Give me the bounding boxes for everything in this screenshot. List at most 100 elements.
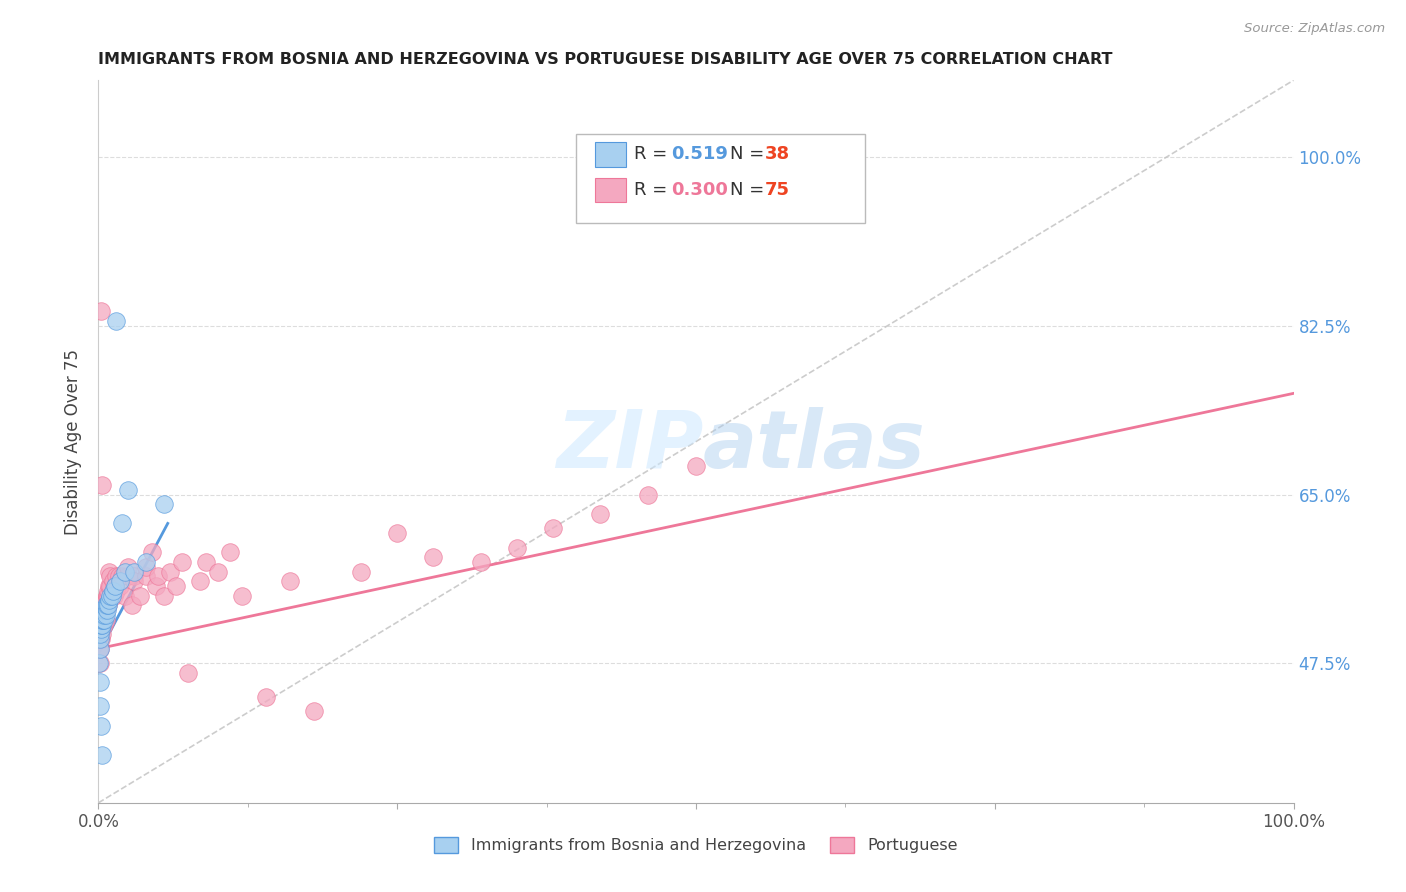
Point xyxy=(89,632,111,646)
Point xyxy=(89,641,111,656)
Point xyxy=(111,516,134,531)
Point xyxy=(91,747,114,762)
Text: R =: R = xyxy=(634,145,673,163)
Point xyxy=(98,569,122,583)
Point xyxy=(91,478,114,492)
Point xyxy=(89,656,111,670)
Point xyxy=(91,613,114,627)
Point xyxy=(124,574,146,589)
Point xyxy=(105,569,128,583)
Point xyxy=(90,623,112,637)
Point xyxy=(98,579,122,593)
Point xyxy=(506,541,529,555)
Point xyxy=(90,613,112,627)
Point xyxy=(135,569,157,583)
Point xyxy=(177,665,200,680)
Point xyxy=(278,574,301,589)
Point xyxy=(117,559,139,574)
Point xyxy=(385,526,409,541)
Point xyxy=(98,589,122,603)
Text: N =: N = xyxy=(730,145,769,163)
Point xyxy=(90,719,112,733)
Point xyxy=(104,579,127,593)
Point xyxy=(97,599,120,613)
Point xyxy=(111,569,134,583)
Point xyxy=(114,565,136,579)
Point xyxy=(94,607,117,622)
Point xyxy=(89,632,111,646)
Text: R =: R = xyxy=(634,181,673,199)
Point xyxy=(87,641,110,656)
Point xyxy=(98,593,121,607)
Point xyxy=(90,617,112,632)
Point xyxy=(637,487,659,501)
Point xyxy=(105,314,128,328)
Point xyxy=(93,607,115,622)
Point xyxy=(91,627,114,641)
Text: ZIP: ZIP xyxy=(555,407,703,485)
Point xyxy=(541,521,564,535)
Point xyxy=(91,603,114,617)
Point xyxy=(302,704,325,718)
Point xyxy=(96,599,118,613)
Point xyxy=(96,603,118,617)
Point xyxy=(93,613,115,627)
Point xyxy=(90,632,112,646)
Point xyxy=(188,574,211,589)
Point xyxy=(97,583,120,598)
Text: 38: 38 xyxy=(765,145,790,163)
Point xyxy=(93,603,115,617)
Point xyxy=(470,555,492,569)
Point xyxy=(89,627,111,641)
Point xyxy=(91,599,114,613)
Point xyxy=(93,599,115,613)
Point xyxy=(105,583,128,598)
Point xyxy=(91,617,114,632)
Point xyxy=(93,607,115,622)
Point xyxy=(98,579,121,593)
Point xyxy=(114,589,136,603)
Text: IMMIGRANTS FROM BOSNIA AND HERZEGOVINA VS PORTUGUESE DISABILITY AGE OVER 75 CORR: IMMIGRANTS FROM BOSNIA AND HERZEGOVINA V… xyxy=(98,52,1114,67)
Point xyxy=(104,579,127,593)
Point xyxy=(121,599,143,613)
Point xyxy=(141,545,163,559)
Point xyxy=(87,656,110,670)
Point xyxy=(89,641,111,656)
Text: 0.300: 0.300 xyxy=(671,181,727,199)
Point xyxy=(254,690,277,704)
Point xyxy=(165,579,187,593)
Point xyxy=(91,613,114,627)
Point xyxy=(96,589,118,603)
Point xyxy=(94,599,117,613)
Point xyxy=(159,565,181,579)
Point xyxy=(91,613,114,627)
Point xyxy=(101,583,124,598)
Point xyxy=(124,569,146,583)
Text: atlas: atlas xyxy=(703,407,925,485)
Point xyxy=(97,589,120,603)
Point xyxy=(90,304,112,318)
Point xyxy=(101,574,124,589)
Point xyxy=(153,497,176,511)
Legend: Immigrants from Bosnia and Herzegovina, Portuguese: Immigrants from Bosnia and Herzegovina, … xyxy=(427,830,965,860)
Point xyxy=(91,603,114,617)
Point xyxy=(422,550,444,565)
Point xyxy=(117,569,139,583)
Point xyxy=(90,617,112,632)
Point xyxy=(93,613,115,627)
Point xyxy=(148,569,170,583)
Point xyxy=(94,603,117,617)
Point xyxy=(89,675,111,690)
Point xyxy=(207,565,229,579)
Point xyxy=(153,589,176,603)
Text: N =: N = xyxy=(730,181,769,199)
Point xyxy=(195,555,218,569)
Point xyxy=(89,627,111,641)
Point xyxy=(135,559,157,574)
Point xyxy=(94,593,117,607)
Point xyxy=(231,589,253,603)
Point xyxy=(96,589,118,603)
Point xyxy=(91,613,114,627)
Point xyxy=(589,507,612,521)
Point xyxy=(93,617,115,632)
